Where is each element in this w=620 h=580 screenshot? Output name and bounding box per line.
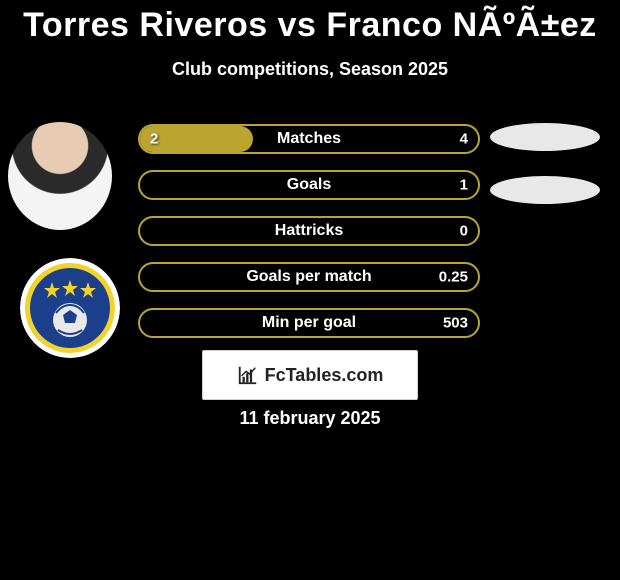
footer-date: 11 february 2025 (239, 408, 380, 429)
stat-value-right: 4 (460, 131, 468, 148)
stat-row: Hattricks 0 (138, 216, 480, 246)
stat-metric-label: Goals (287, 176, 331, 194)
club-badge (20, 258, 120, 358)
player2-marker (490, 176, 600, 204)
stat-row: Min per goal 503 (138, 308, 480, 338)
stat-row: Goals 1 (138, 170, 480, 200)
stat-metric-label: Goals per match (246, 268, 371, 286)
stat-value-right: 0 (460, 223, 468, 240)
stat-value-right: 0.25 (439, 269, 468, 286)
stat-row: 2 Matches 4 (138, 124, 480, 154)
player1-avatar (8, 122, 112, 230)
stat-metric-label: Matches (277, 130, 341, 148)
stat-metric-label: Min per goal (262, 314, 356, 332)
chart-icon (237, 364, 259, 386)
stat-metric-label: Hattricks (275, 222, 343, 240)
player2-marker (490, 123, 600, 151)
page-subtitle: Club competitions, Season 2025 (0, 59, 620, 80)
stat-bars: 2 Matches 4 Goals 1 Hattricks 0 Goals per match… (138, 124, 480, 354)
brand-box: FcTables.com (202, 350, 418, 400)
stat-row: Goals per match 0.25 (138, 262, 480, 292)
brand-text: FcTables.com (265, 365, 384, 386)
stat-value-right: 503 (443, 315, 468, 332)
page-title: Torres Riveros vs Franco NÃºÃ±ez (0, 0, 620, 45)
stat-value-left: 2 (150, 131, 158, 148)
stat-value-right: 1 (460, 177, 468, 194)
